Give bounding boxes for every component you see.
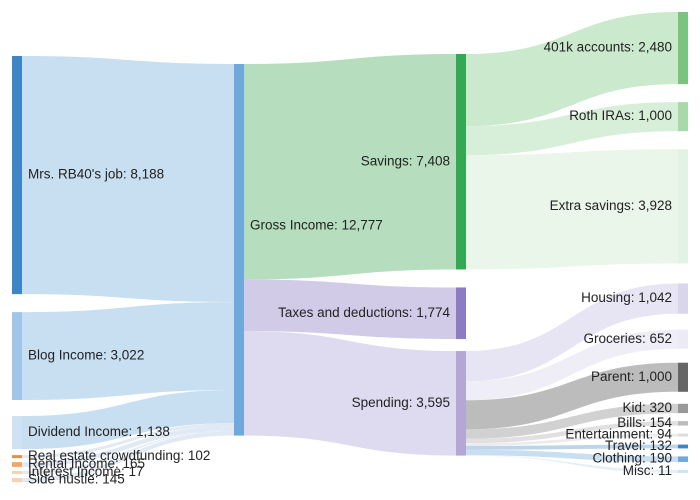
node-interest — [12, 470, 22, 474]
flow-spending-to-travel — [466, 444, 678, 450]
label-interest: Interest Income: 17 — [28, 464, 144, 479]
label-rental: Rental Income: 165 — [28, 456, 145, 471]
label-savings: Savings: 7,408 — [361, 153, 450, 168]
node-crowd — [12, 455, 22, 459]
flow-spending-to-misc — [466, 455, 678, 473]
flow-gross-to-savings — [244, 54, 456, 280]
flow-spending-to-kid — [466, 403, 678, 439]
label-housing: Housing: 1,042 — [581, 290, 672, 305]
node-hustle — [12, 477, 22, 483]
label-groceries: Groceries: 652 — [583, 331, 672, 346]
flow-spending-to-parent — [466, 362, 678, 430]
sankey-nodes — [12, 12, 688, 483]
node-blog — [12, 312, 22, 401]
node-groceries — [678, 329, 688, 349]
node-bills — [678, 421, 688, 426]
label-extra: Extra savings: 3,928 — [550, 198, 672, 213]
node-gross — [234, 64, 244, 436]
flow-interest-to-gross — [22, 430, 234, 474]
node-rental — [12, 462, 22, 467]
flow-dividend-to-gross — [22, 390, 234, 450]
flow-job-to-gross — [22, 56, 234, 303]
flow-spending-to-entertainment — [466, 433, 678, 446]
label-hustle: Side hustle: 145 — [28, 472, 125, 487]
flow-spending-to-housing — [466, 283, 678, 382]
node-spending — [456, 351, 466, 456]
node-dividend — [12, 416, 22, 450]
flow-gross-to-spending — [244, 331, 456, 456]
node-savings — [456, 54, 466, 270]
flow-blog-to-gross — [22, 302, 234, 401]
flow-crowd-to-gross — [22, 423, 234, 459]
label-crowd: Real estate crowdfunding: 102 — [28, 448, 210, 463]
flow-savings-to-roth — [466, 102, 678, 156]
node-taxes — [456, 287, 466, 340]
sankey-links — [22, 12, 678, 483]
node-travel — [678, 444, 688, 449]
label-k401: 401k accounts: 2,480 — [544, 40, 672, 55]
sankey-labels: Mrs. RB40's job: 8,188 Blog Income: 3,022… — [28, 40, 672, 487]
flow-spending-to-groceries — [466, 329, 678, 401]
label-dividend: Dividend Income: 1,138 — [28, 424, 170, 439]
flow-spending-to-clothing — [466, 449, 678, 462]
label-taxes: Taxes and deductions: 1,774 — [278, 305, 450, 320]
node-parent — [678, 362, 688, 392]
flow-gross-to-taxes — [244, 279, 456, 340]
label-roth: Roth IRAs: 1,000 — [569, 108, 672, 123]
label-entertainment: Entertainment: 94 — [565, 427, 672, 442]
node-roth — [678, 102, 688, 132]
flow-rental-to-gross — [22, 426, 234, 467]
node-misc — [678, 469, 688, 473]
label-parent: Parent: 1,000 — [591, 369, 672, 384]
flow-savings-to-extra — [466, 149, 678, 270]
label-misc: Misc: 11 — [623, 463, 672, 478]
label-clothing: Clothing: 190 — [592, 451, 672, 466]
label-job: Mrs. RB40's job: 8,188 — [28, 167, 164, 182]
label-kid: Kid: 320 — [622, 400, 672, 415]
label-gross: Gross Income: 12,777 — [250, 218, 383, 233]
node-extra — [678, 149, 688, 264]
label-bills: Bills: 154 — [617, 415, 672, 430]
node-housing — [678, 283, 688, 314]
label-blog: Blog Income: 3,022 — [28, 348, 144, 363]
flow-savings-to-k401 — [466, 12, 678, 127]
label-travel: Travel: 132 — [605, 438, 672, 453]
flow-spending-to-bills — [466, 421, 678, 444]
node-entertainment — [678, 433, 688, 437]
node-job — [12, 56, 22, 295]
node-kid — [678, 403, 688, 414]
label-spending: Spending: 3,595 — [352, 395, 450, 410]
flow-hustle-to-gross — [22, 431, 234, 483]
node-clothing — [678, 456, 688, 462]
node-k401 — [678, 12, 688, 85]
